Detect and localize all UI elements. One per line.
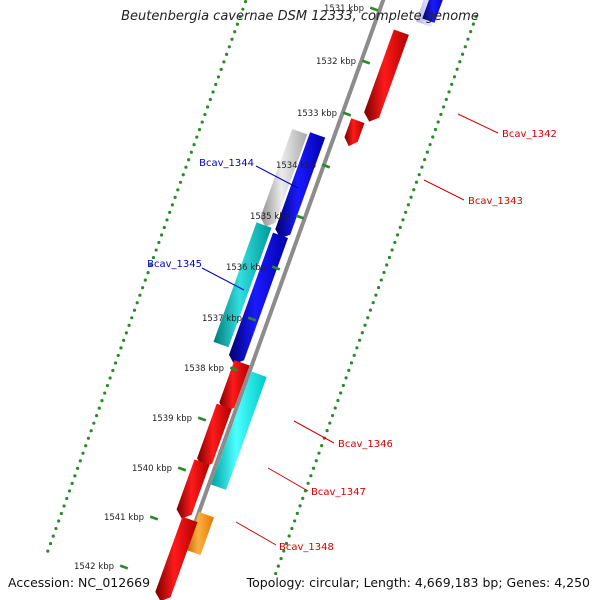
- gene-feature-3: [344, 118, 365, 147]
- gene-label-bcav-1343[interactable]: Bcav_1343: [468, 196, 523, 207]
- gene-feature-4: [275, 132, 326, 239]
- accession-text: Accession: NC_012669: [8, 575, 153, 590]
- scale-tick-label: 1538 kbp: [184, 364, 224, 374]
- scale-tick-mark: [229, 366, 239, 372]
- scale-tick-mark: [247, 316, 257, 322]
- scale-tick-mark: [295, 214, 305, 220]
- gene-feature-8: [219, 360, 250, 412]
- label-leader-line: [423, 179, 465, 201]
- gene-feature-12: [185, 512, 214, 556]
- scale-tick-mark: [361, 59, 371, 65]
- gene-label-bcav-1346[interactable]: Bcav_1346: [338, 439, 393, 450]
- genome-backbone: [166, 0, 386, 598]
- scale-tick-label: 1534 kbp: [276, 161, 316, 171]
- gene-feature-6: [229, 232, 288, 365]
- scale-tick-label: 1535 kbp: [250, 212, 290, 222]
- gene-feature-13: [155, 516, 198, 600]
- gene-label-bcav-1347[interactable]: Bcav_1347: [311, 487, 366, 498]
- scale-tick-label: 1541 kbp: [104, 513, 144, 523]
- gene-label-bcav-1345[interactable]: Bcav_1345: [147, 259, 202, 270]
- gene-feature-11: [176, 459, 210, 519]
- summary-text: Topology: circular; Length: 4,669,183 bp…: [244, 575, 590, 590]
- scale-tick-label: 1531 kbp: [324, 4, 364, 14]
- label-leader-line: [235, 521, 277, 546]
- gene-label-bcav-1348[interactable]: Bcav_1348: [279, 542, 334, 553]
- gene-label-bcav-1342[interactable]: Bcav_1342: [502, 129, 557, 140]
- scale-tick-label: 1532 kbp: [316, 57, 356, 67]
- label-leader-line: [201, 267, 245, 291]
- scale-tick-mark: [197, 416, 207, 422]
- scale-tick-label: 1536 kbp: [226, 263, 266, 273]
- backbone-line: [166, 0, 386, 598]
- scale-tick-label: 1537 kbp: [202, 314, 242, 324]
- scale-tick-label: 1542 kbp: [74, 562, 114, 572]
- scale-tick-mark: [119, 564, 129, 570]
- scale-tick-mark: [177, 466, 187, 472]
- scale-tick-mark: [369, 6, 379, 12]
- scale-tick-label: 1533 kbp: [297, 109, 337, 119]
- gene-feature-7: [213, 222, 272, 348]
- gene-label-bcav-1344[interactable]: Bcav_1344: [199, 158, 254, 169]
- label-leader-line: [457, 113, 499, 134]
- gene-labels: Bcav_1342 Bcav_1343 Bcav_1344 Bcav_1345 Bcav…: [147, 113, 557, 553]
- gene-feature-9: [211, 371, 267, 490]
- gene-feature-10: [197, 403, 232, 468]
- scale-tick-mark: [271, 265, 281, 271]
- scale-tick-mark: [342, 111, 352, 117]
- map-title: Beutenbergia cavernae DSM 12333, complet…: [121, 9, 479, 24]
- label-leader-line: [267, 467, 309, 492]
- gene-features: [155, 0, 443, 600]
- scale-ticks: 1531 kbp 1532 kbp 1533 kbp 1534 kbp 1535 kbp…: [74, 4, 379, 572]
- gene-feature-2: [364, 29, 409, 122]
- scale-tick-label: 1540 kbp: [132, 464, 172, 474]
- label-leader-line: [293, 420, 335, 444]
- scale-tick-mark: [321, 163, 331, 169]
- gene-feature-5: [260, 129, 308, 227]
- label-leader-line: [255, 165, 299, 189]
- scale-tick-label: 1539 kbp: [152, 414, 192, 424]
- scale-tick-mark: [149, 515, 159, 521]
- gene-feature-1: [422, 0, 443, 23]
